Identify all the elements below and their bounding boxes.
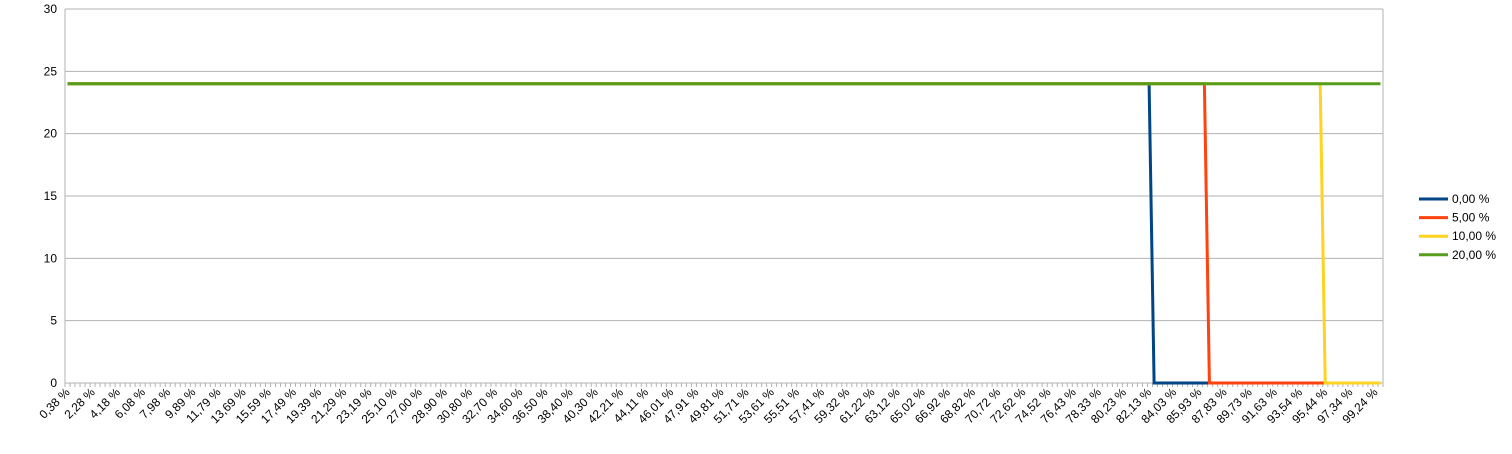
y-tick-label: 5 [50,314,57,328]
legend-label: 10,00 % [1452,229,1496,243]
series-line-0 [67,82,1381,385]
series-line-1 [67,82,1381,385]
series-lines [67,82,1381,385]
y-tick-label: 0 [50,376,57,390]
legend-label: 5,00 % [1452,211,1490,225]
gridlines [64,8,1384,384]
y-tick-label: 10 [44,251,58,265]
legend-label: 0,00 % [1452,192,1490,206]
y-tick-label: 20 [44,127,58,141]
y-tick-label: 30 [44,2,58,16]
y-tick-label: 15 [44,189,58,203]
legend-label: 20,00 % [1452,248,1496,262]
x-tick-labels: 0,38 %2,28 %4,18 %6,08 %7,98 %9,89 %11,7… [36,385,1380,426]
y-tick-label: 25 [44,64,58,78]
y-tick-labels: 0 5 10 15 20 25 30 [44,2,58,390]
series-line-2 [67,82,1381,385]
legend: 0,00 % 5,00 % 10,00 % 20,00 % [1419,192,1496,262]
